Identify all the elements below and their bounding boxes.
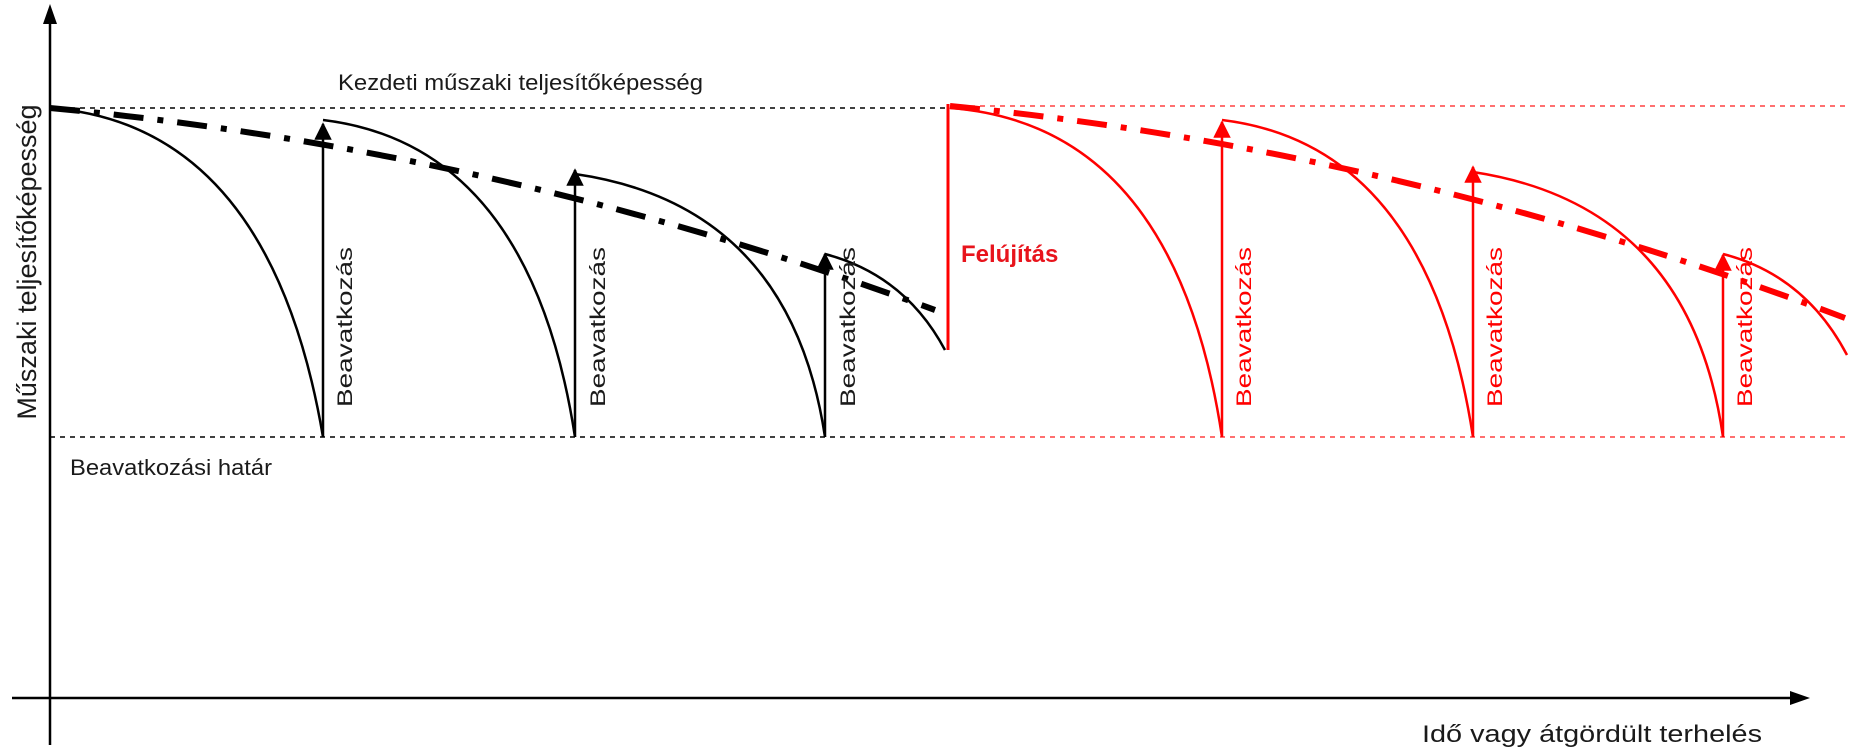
trend-line [49,105,937,313]
original-cycle [49,105,947,438]
degradation-curve [949,106,1224,438]
y-axis-label: Műszaki teljesítőképesség [12,104,42,419]
x-axis-label: Idő vagy átgördült terhelés [1422,721,1762,748]
trend-line [949,103,1847,321]
intervention-label: Beavatkozás [1233,247,1256,407]
y-axis-arrowhead [43,4,57,24]
degradation-curve [1472,170,1725,438]
intervention-label: Beavatkozás [1734,247,1757,407]
intervention-label: Beavatkozás [334,247,357,407]
degradation-curve [574,172,827,438]
renewal-label: Felújítás [961,241,1058,268]
reference-lines [50,105,1849,438]
degradation-curve [1221,118,1475,438]
axes [12,4,1810,745]
degradation-curve [322,118,577,438]
limit-label: Beavatkozási határ [70,455,272,480]
degradation-curve [1722,252,1849,356]
intervention-label: Beavatkozás [1484,247,1507,407]
x-axis-arrowhead [1790,691,1810,705]
labels: Műszaki teljesítőképesség Idő vagy átgör… [12,70,1762,748]
initial-level-label: Kezdeti műszaki teljesítőképesség [338,70,703,95]
intervention-label: Beavatkozás [587,247,610,407]
degradation-curve [49,106,325,438]
renewed-cycle [949,103,1849,438]
intervention-label: Beavatkozás [837,247,860,407]
degradation-curve [824,252,947,351]
